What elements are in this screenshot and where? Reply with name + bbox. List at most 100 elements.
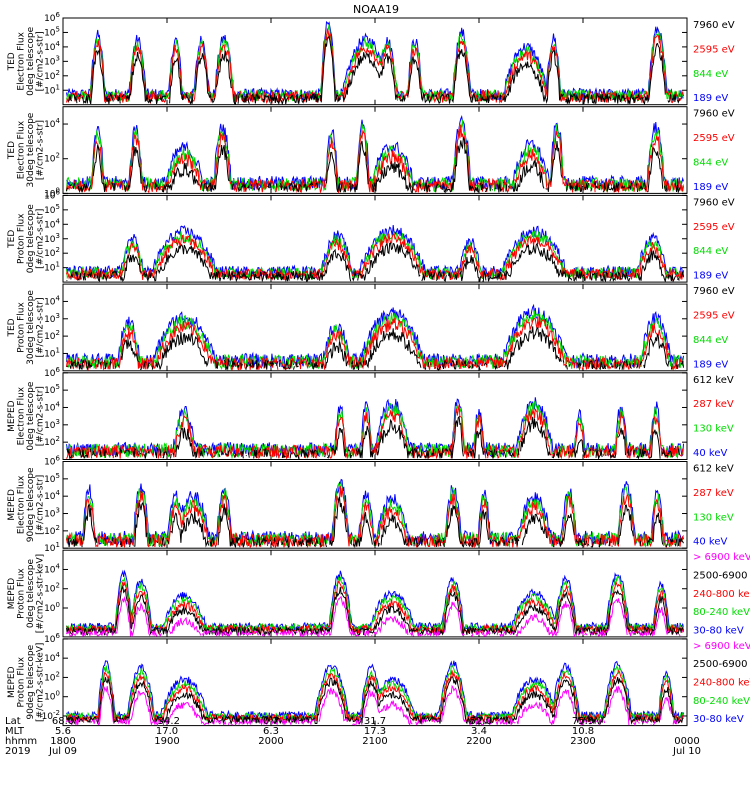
- y-tick-label: 103: [44, 418, 60, 431]
- legend-entry: 844 eV: [693, 335, 728, 346]
- y-axis-label-line: 0deg telescope: [26, 559, 36, 629]
- chart-title: NOAA19: [353, 3, 399, 16]
- series-line: [66, 224, 684, 279]
- x-axis-value: 1900: [154, 736, 179, 747]
- series-line: [66, 670, 684, 724]
- y-axis-label-line: TED: [7, 230, 17, 249]
- x-axis-labels: Lat 68.0 -34.2 0.7 31.7 -52.0 75.9 MLT 5.6 17.0 6.…: [5, 716, 701, 757]
- y-axis-label-line: Electron Flux: [17, 475, 27, 534]
- series-line: [67, 496, 684, 549]
- panel-meped-electron-0deg: 102 103 104 105 106 MEPED Electron Flux 0deg te…: [7, 366, 734, 460]
- y-tick-label: 100: [44, 690, 60, 703]
- y-axis-label-line: Electron Flux: [17, 31, 27, 90]
- series-line: [66, 310, 684, 371]
- legend-entry: 2595 eV: [693, 310, 735, 321]
- series-line: [66, 20, 684, 102]
- y-tick-label: 104: [44, 117, 60, 130]
- legend-entry: 40 keV: [693, 448, 727, 459]
- legend-entry: 40 keV: [693, 537, 727, 548]
- series-line: [66, 580, 684, 635]
- y-tick-label: 106: [44, 366, 60, 379]
- y-axis-label-line: MEPED: [7, 666, 17, 698]
- y-axis-label: TED Electron Flux 30deg telescope [#/cm2-s-…: [7, 112, 46, 187]
- legend-entry: 189 eV: [693, 271, 728, 282]
- y-axis-label-line: TED: [7, 141, 17, 160]
- legend-entry: 240-800 keV: [693, 677, 750, 688]
- legend-entry: 2500-6900: [693, 659, 748, 670]
- y-axis-label: TED Electron Flux 0deg telescope [#/cm2-s-s…: [7, 26, 46, 96]
- x-axis-row-label: Lat: [5, 716, 21, 727]
- y-tick-label: 105: [44, 203, 60, 216]
- y-axis-label-line: [#/cm2-s-str]: [36, 209, 46, 269]
- legend-entry: 80-240 keV: [693, 696, 750, 707]
- series-line: [66, 595, 684, 637]
- y-tick-label: 101: [44, 541, 60, 554]
- y-axis-label-line: [#/cm2-s-str]: [36, 31, 46, 91]
- y-tick-label: 101: [44, 346, 60, 359]
- legend-entry: 189 eV: [693, 359, 728, 370]
- series-line: [66, 404, 684, 460]
- legend-entry: 189 eV: [693, 93, 728, 104]
- y-axis-label-line: TED: [7, 52, 17, 71]
- legend-entry: 80-240 keV: [693, 607, 750, 618]
- y-tick-label: 102: [44, 524, 60, 537]
- y-axis-label: MEPED Proton Flux 90deg telescope [#/cm2-s-…: [7, 643, 46, 722]
- legend-entry: 240-800 ke: [693, 589, 750, 600]
- y-axis-label: TED Proton Flux 30deg telescope [#/cm2-s-st…: [7, 290, 46, 365]
- x-axis-value: 2300: [570, 736, 595, 747]
- y-axis-label-line: 0deg telescope: [26, 204, 36, 274]
- y-tick-label: 106: [44, 632, 60, 645]
- y-tick-label: 104: [44, 562, 60, 575]
- legend-entry: > 6900 keV: [693, 552, 750, 563]
- x-axis-value: 0.7: [263, 716, 279, 727]
- y-axis-label-line: [#/cm2-s-str]: [36, 297, 46, 357]
- legend-entry: 287 keV: [693, 399, 734, 410]
- y-axis-label-line: TED: [7, 318, 17, 337]
- y-tick-label: 102: [44, 670, 60, 683]
- y-tick-label: 101: [44, 261, 60, 274]
- legend-entry: 7960 eV: [693, 109, 735, 120]
- y-axis-label-line: 30deg telescope: [26, 290, 36, 365]
- x-axis-row-label: 2019: [5, 746, 30, 757]
- y-tick-label: 105: [44, 472, 60, 485]
- y-tick-label: 104: [44, 40, 60, 53]
- x-axis-value: 1800: [50, 736, 75, 747]
- x-axis-row-label: hhmm: [5, 736, 37, 747]
- x-axis-row-label: MLT: [5, 726, 25, 737]
- y-tick-label: 102: [44, 152, 60, 165]
- y-axis-label-line: [#/cm2-s-str]: [36, 120, 46, 180]
- legend-entry: 7960 eV: [693, 286, 735, 297]
- y-tick-label: 104: [44, 217, 60, 230]
- y-axis-label-line: [#/cm2-s-str-keV]: [36, 554, 46, 633]
- y-axis-label-line: 0deg telescope: [26, 381, 36, 451]
- x-axis-value: 5.6: [55, 726, 71, 737]
- x-axis-value: 2000: [258, 736, 283, 747]
- y-axis-label: TED Proton Flux 0deg telescope [#/cm2-s-str…: [7, 204, 46, 274]
- y-axis-label-line: [#/cm2-s-str-keV]: [36, 643, 46, 722]
- legend-entry: 2595 eV: [693, 222, 735, 233]
- series-line: [66, 569, 684, 633]
- legend-entry: 287 keV: [693, 488, 734, 499]
- series-line: [66, 584, 684, 637]
- x-axis-value: 31.7: [364, 716, 386, 727]
- series-line: [66, 326, 684, 371]
- y-axis-label-line: MEPED: [7, 489, 17, 521]
- y-tick-label: 103: [44, 54, 60, 67]
- legend-entry: > 6900 keV: [693, 641, 750, 652]
- y-tick-label: 102: [44, 246, 60, 259]
- legend-entry: 844 eV: [693, 69, 728, 80]
- legend-entry: 2595 eV: [693, 133, 735, 144]
- y-axis-label-line: Proton Flux: [17, 213, 27, 264]
- y-tick-label: 105: [44, 25, 60, 38]
- y-axis-label-line: Proton Flux: [17, 568, 27, 619]
- series-line: [66, 316, 684, 371]
- x-axis-value: 17.3: [364, 726, 386, 737]
- x-axis-value: 2200: [466, 736, 491, 747]
- y-tick-label: 102: [44, 329, 60, 342]
- y-tick-label: 104: [44, 400, 60, 413]
